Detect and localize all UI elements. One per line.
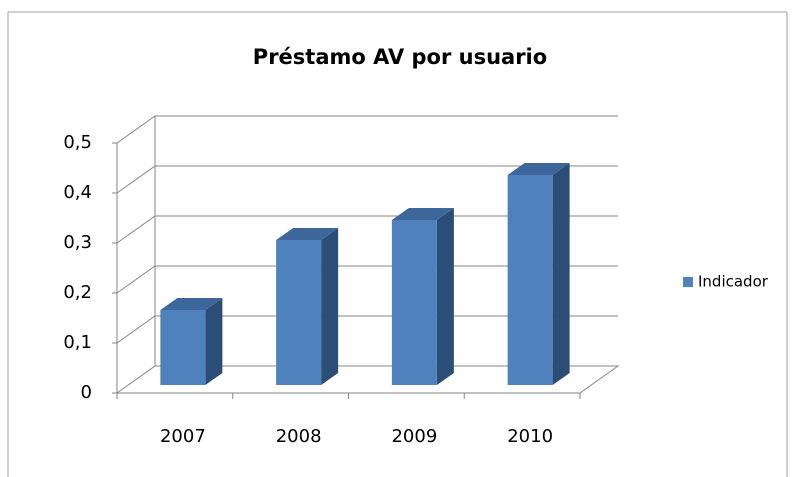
x-tick-label: 2008 [276,426,322,447]
bar-front [160,310,206,385]
bar-top [160,298,223,310]
bar-top [391,208,454,220]
bar [160,298,223,385]
bar-side [552,163,570,385]
bar [391,208,454,385]
grid-line [116,215,618,244]
floor [115,365,620,394]
grid-line [116,115,618,144]
bar-side [436,208,454,385]
y-tick-label: 0,4 [63,182,92,203]
x-tick-label: 2009 [391,426,437,447]
y-tick-label: 0,5 [63,132,92,153]
x-tick-label: 2010 [507,426,553,447]
legend-swatch [683,277,693,287]
x-tick-label: 2007 [160,426,206,447]
bar-top [276,228,339,240]
bar-front [391,220,437,385]
y-tick-label: 0 [81,382,92,403]
y-tick-label: 0,3 [63,232,92,253]
bar-front [276,240,322,385]
bar-top [507,163,570,175]
bar-side [205,298,223,385]
chart-title: Préstamo AV por usuario [253,45,547,69]
bar-front [507,175,553,385]
y-tick-label: 0,1 [63,332,92,353]
grid-line [116,165,618,194]
grid-line [116,265,618,294]
bar [276,228,339,385]
y-tick-label: 0,2 [63,282,92,303]
legend-label: Indicador [698,273,769,291]
bar [507,163,570,385]
grid-line [116,315,618,344]
bar-side [321,228,339,385]
